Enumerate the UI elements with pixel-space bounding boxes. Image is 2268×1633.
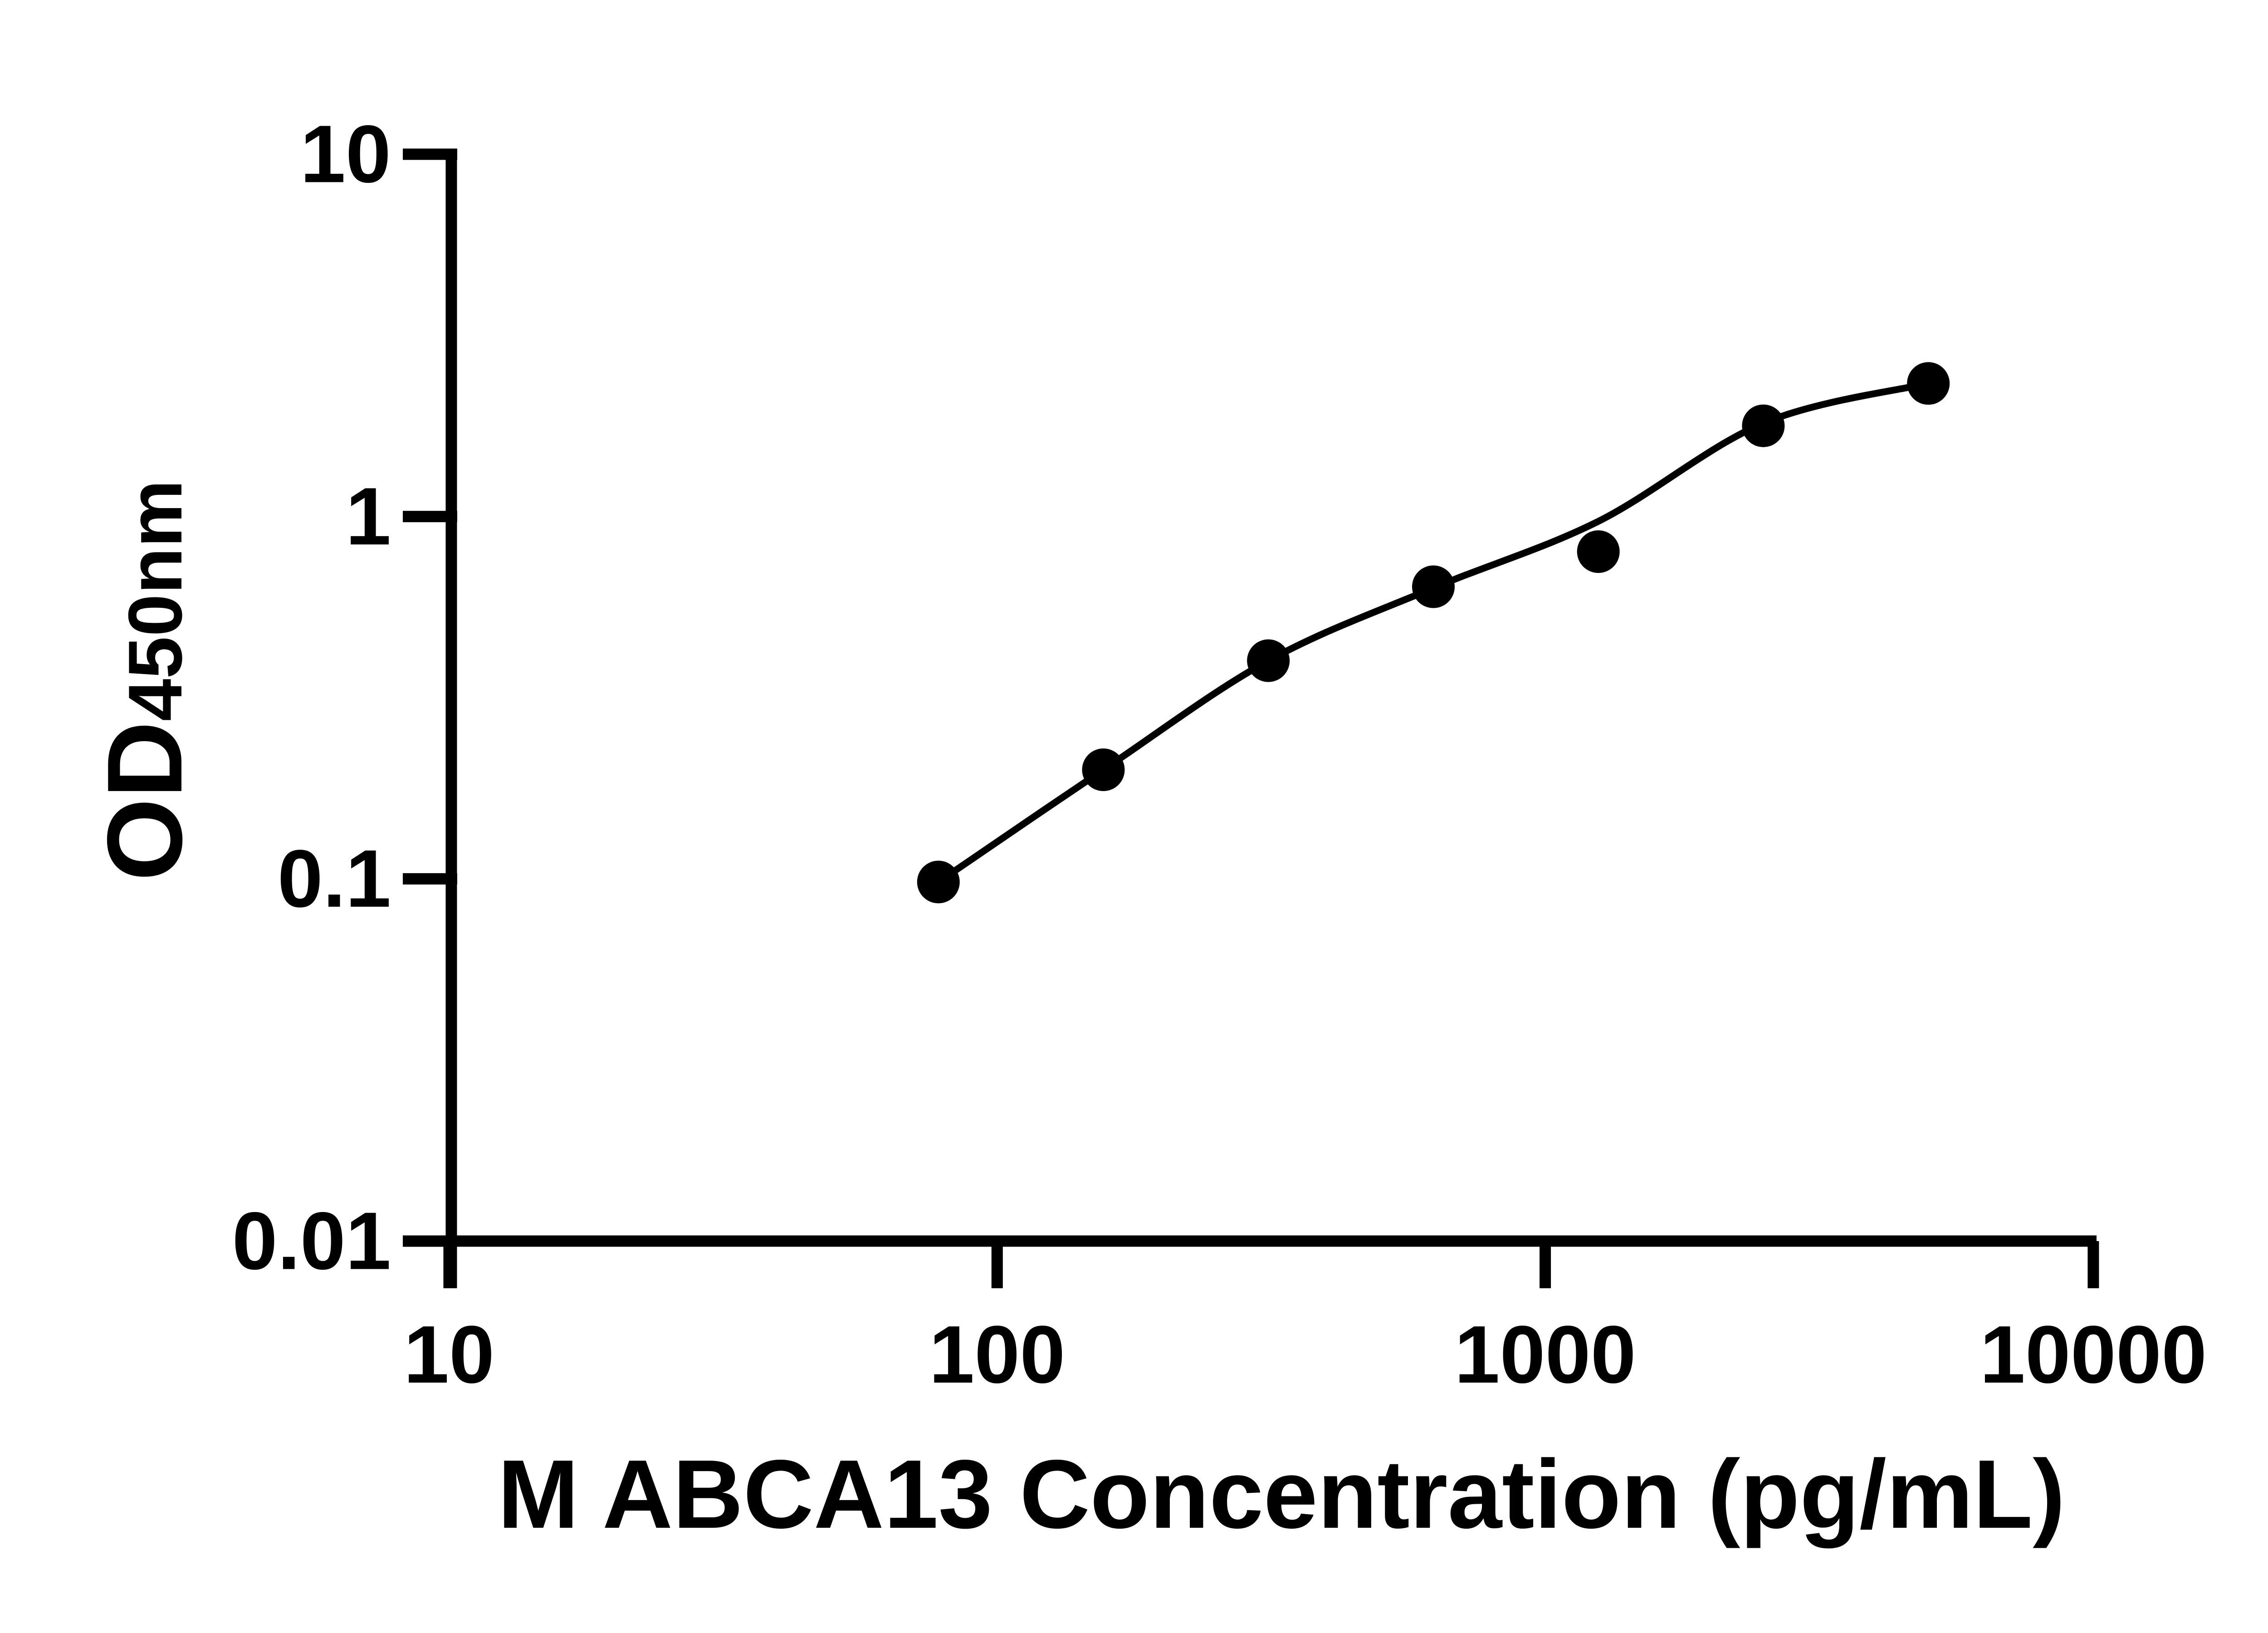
y-axis-line xyxy=(445,148,457,1288)
y-tick-label: 0.01 xyxy=(232,1196,391,1287)
data-point-marker xyxy=(1577,530,1620,573)
y-axis-tick-labels: 10 1 0.1 0.01 xyxy=(232,109,391,1287)
x-axis-tick-labels: 10 100 1000 10000 xyxy=(404,1309,2207,1400)
data-point-marker xyxy=(1412,565,1455,608)
data-point-marker xyxy=(1742,404,1785,447)
x-tick-mark xyxy=(1540,1241,1551,1288)
y-tick-label: 10 xyxy=(300,109,391,200)
x-tick-label: 10000 xyxy=(1980,1309,2207,1400)
x-tick-label: 1000 xyxy=(1454,1309,1636,1400)
y-tick-mark xyxy=(403,873,457,885)
y-tick-mark xyxy=(403,511,457,523)
x-tick-mark xyxy=(991,1241,1003,1288)
x-axis-ticks xyxy=(443,1241,2099,1288)
data-point-marker xyxy=(1082,748,1125,791)
y-tick-label: 1 xyxy=(346,471,391,562)
y-axis-title-main: OD xyxy=(85,721,204,881)
x-tick-label: 10 xyxy=(404,1309,494,1400)
data-point-markers xyxy=(917,362,1950,904)
y-tick-mark xyxy=(403,148,457,160)
y-axis-ticks xyxy=(403,148,457,1247)
y-axis-title: OD450nm xyxy=(85,480,204,881)
fit-curve-line xyxy=(936,380,1929,885)
data-point-marker xyxy=(1907,362,1950,405)
x-tick-mark xyxy=(443,1241,455,1288)
x-axis-line xyxy=(403,1235,2097,1247)
x-tick-mark xyxy=(2087,1241,2099,1288)
x-tick-label: 100 xyxy=(929,1309,1065,1400)
data-point-marker xyxy=(1247,639,1290,682)
x-axis-title: M ABCA13 Concentration (pg/mL) xyxy=(498,1439,2065,1549)
y-axis-title-subscript: 450nm xyxy=(112,480,198,721)
y-tick-label: 0.1 xyxy=(278,833,391,924)
data-point-marker xyxy=(917,861,960,904)
